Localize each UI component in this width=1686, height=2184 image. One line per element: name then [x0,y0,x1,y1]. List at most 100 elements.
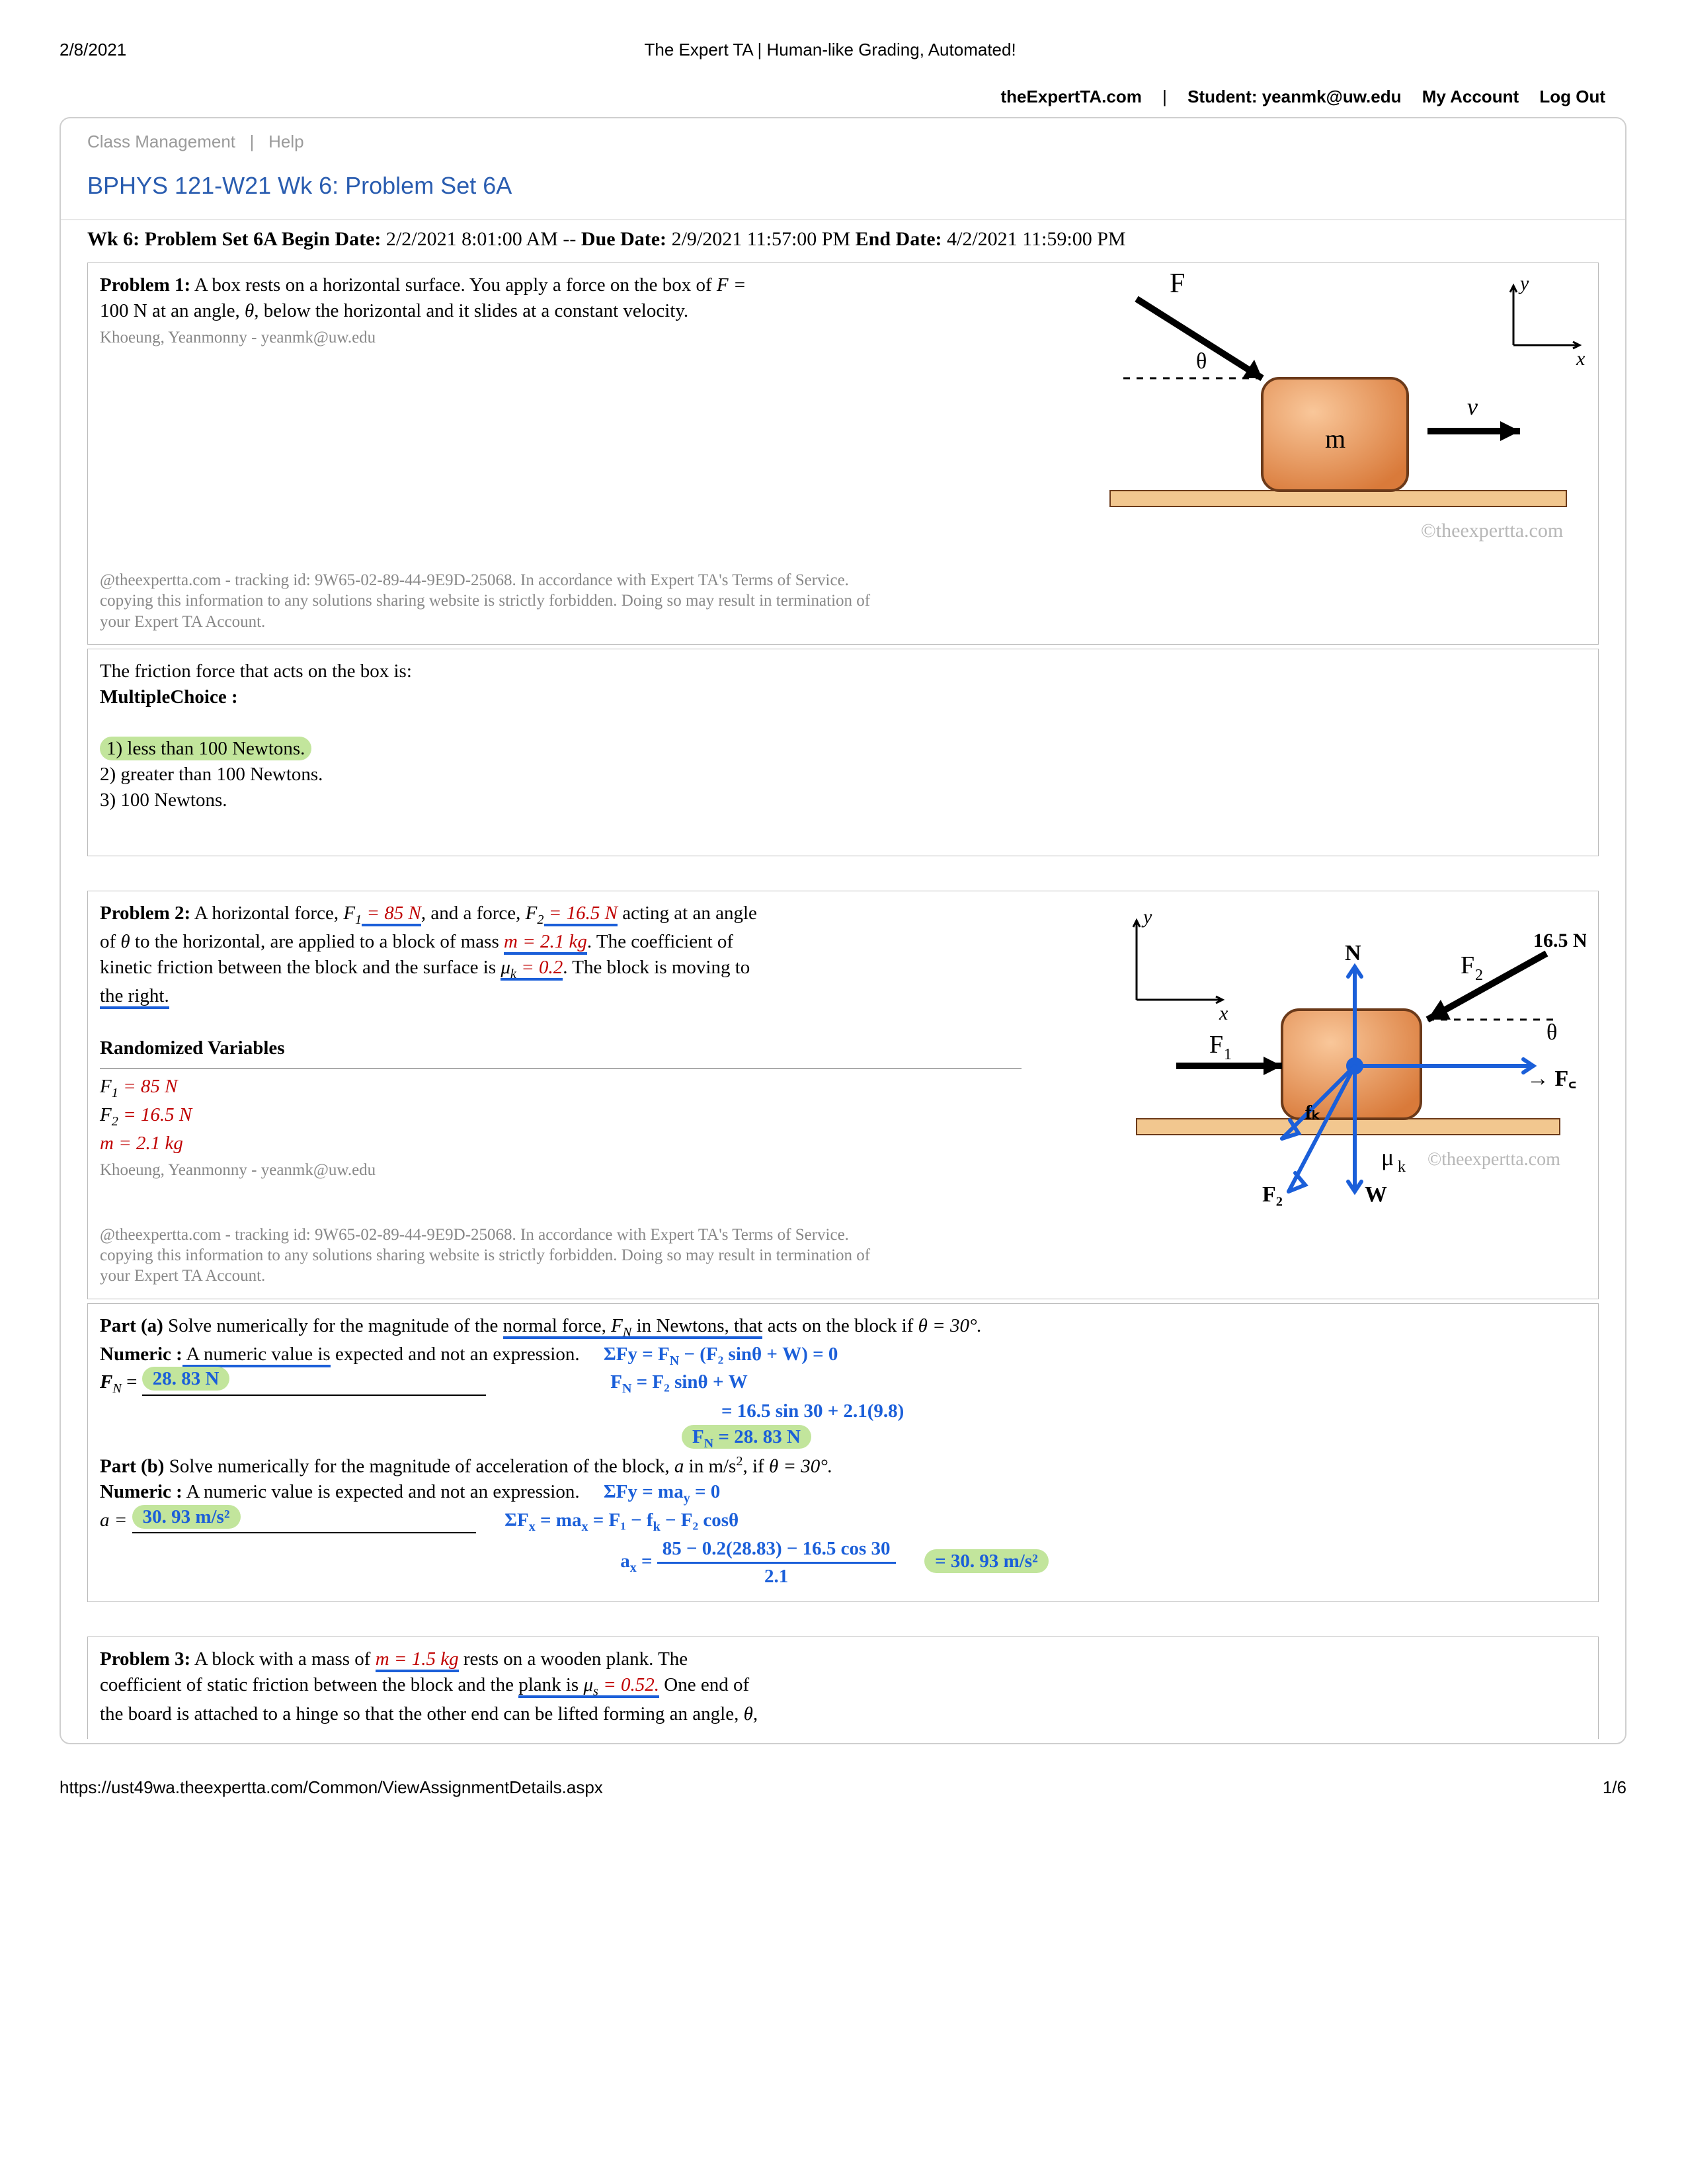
p2-v3: m = 2.1 kg [100,1133,183,1154]
p2-rv: Randomized Variables [100,1037,285,1059]
p2-v1b: = 85 N [118,1076,178,1097]
p2-meq: m = 2.1 kg [504,931,587,952]
p2-work-b1: ΣFy = may = 0 [604,1481,720,1502]
p3-mu: μ [583,1674,593,1695]
nav-logout[interactable]: Log Out [1539,87,1605,106]
p2-pbt3: , if [743,1455,769,1476]
svg-text:F: F [1209,1031,1223,1059]
p2-pbt2: in m/s [684,1455,736,1476]
p2-f1v: = 85 N [362,903,421,924]
svg-text:μ: μ [1381,1144,1394,1170]
p1-opt2[interactable]: 2) greater than 100 Newtons. [100,764,323,785]
print-date: 2/8/2021 [60,40,126,60]
p2-work-a1: ΣFy = FN − (F₂ sinθ + W) = 0 [604,1344,838,1365]
tab-class[interactable]: Class Management [87,132,235,151]
svg-text:F: F [1461,951,1474,979]
p2-f1l: F [343,903,355,924]
p3-t3b: plank is [518,1674,583,1695]
problem-2-lower: Part (a) Solve numerically for the magni… [87,1303,1599,1603]
p2-muv: = 0.2 [516,957,563,978]
p3-label: Problem 3: [100,1648,190,1670]
p2-pat: Solve numerically for the magnitude of t… [168,1315,503,1336]
tab-help[interactable]: Help [268,132,303,151]
p2-mu: μ [501,957,510,978]
p1-byline: Khoeung, Yeanmonny - yeanmk@uw.edu [100,329,376,346]
svg-text:W: W [1365,1182,1387,1207]
p2-pat2: acts on the block if [762,1315,918,1336]
p2-tracking: @theexpertta.com - tracking id: 9W65-02-… [100,1225,893,1287]
p2-byline: Khoeung, Yeanmonny - yeanmk@uw.edu [100,1161,376,1179]
p1-opt3[interactable]: 3) 100 Newtons. [100,789,227,811]
svg-text:F: F [1170,272,1185,299]
nav-pipe: | [1162,87,1167,106]
svg-text:16.5 N: 16.5 N [1533,930,1586,951]
print-title: The Expert TA | Human-like Grading, Auto… [645,40,1016,60]
svg-text:x: x [1219,1002,1228,1024]
p3-muv: = 0.52. [598,1674,659,1695]
p2-work-b2: ΣFx = max = F₁ − fk − F₂ cosθ [504,1510,739,1531]
p2-t9: the right. [100,985,169,1009]
svg-text:y: y [1518,272,1529,294]
p1-F: F = [717,274,746,296]
p1-opt1[interactable]: 1) less than 100 Newtons. [100,737,311,760]
end-val: 4/2/2021 11:59:00 PM [947,228,1126,250]
p2-pba: a [674,1455,684,1476]
p1-text-a: A box rests on a horizontal surface. You… [194,274,717,296]
p2-fneq: = [122,1371,142,1393]
problem-1-lower: The friction force that acts on the box … [87,649,1599,856]
p2-pau: normal force, [503,1315,611,1336]
nav-account[interactable]: My Account [1422,87,1519,106]
svg-text:→ F꜀: → F꜀ [1527,1067,1576,1091]
svg-text:k: k [1398,1158,1406,1176]
p3-t1: A block with a mass of [194,1648,376,1670]
p2-work-a2: FN = F₂ sinθ + W [610,1371,748,1393]
svg-text:F₂: F₂ [1262,1182,1283,1207]
footer-url: https://ust49wa.theexpertta.com/Common/V… [60,1777,603,1798]
hr [100,1068,1022,1069]
p2-pb: Part (b) [100,1455,164,1476]
p1-text-c: , below the horizontal and it slides at … [254,300,688,321]
p2-numlab: Numeric : [100,1344,182,1365]
svg-text:x: x [1576,348,1586,370]
end-label: End Date: [856,228,942,250]
p2-fnlab: F [100,1371,112,1393]
p2-t4: of [100,931,120,952]
main-card: Class Management | Help BPHYS 121-W21 Wk… [60,117,1626,1744]
print-footer: https://ust49wa.theexpertta.com/Common/V… [60,1744,1626,1798]
begin-val: 2/2/2021 8:01:00 AM -- [386,228,577,250]
p2-numlab2: Numeric : [100,1481,182,1502]
due-val: 2/9/2021 11:57:00 PM [672,228,851,250]
p2-work-a4: FN = 28. 83 N [682,1425,811,1449]
course-title: BPHYS 121-W21 Wk 6: Problem Set 6A [61,155,1625,220]
p2-pafn: F [611,1315,623,1336]
nav-student[interactable]: Student: yeanmk@uw.edu [1187,87,1401,106]
figure-1: y x m F [1084,272,1586,550]
p2-t8: . The block is moving to [563,957,750,978]
p3-meq: m = 1.5 kg [376,1648,459,1670]
svg-text:v: v [1467,393,1478,420]
problem-3: Problem 3: A block with a mass of m = 1.… [87,1637,1599,1738]
p3-t3: coefficient of static friction between t… [100,1674,518,1695]
p2-numt4: expected and not an expression. [331,1481,580,1502]
p2-t3: acting at an angle [618,903,757,924]
card-tabs: Class Management | Help [61,118,1625,155]
p2-theta: θ [120,931,130,952]
p2-pbt: Solve numerically for the magnitude of a… [169,1455,674,1476]
due-label: Due Date: [581,228,666,250]
p2-pbth: θ = 30°. [769,1455,832,1476]
nav-site[interactable]: theExpertTA.com [1000,87,1141,106]
p2-pau2: in Newtons, that [631,1315,762,1336]
p3-theta: θ, [744,1703,758,1724]
p2-t6: . The coefficient of [587,931,733,952]
p2-label: Problem 2: [100,903,190,924]
p1-mc: MultipleChoice : [100,686,238,708]
svg-text:©theexpertta.com: ©theexpertta.com [1427,1149,1560,1170]
footer-page: 1/6 [1603,1777,1626,1798]
p3-t2: rests on a wooden plank. The [459,1648,688,1670]
p2-numt2: expected and not an expression. [331,1344,580,1365]
p2-t1: A horizontal force, [194,903,343,924]
svg-text:fₖ: fₖ [1305,1102,1320,1123]
p2-v2b: = 16.5 N [118,1104,192,1125]
p2-t5: to the horizontal, are applied to a bloc… [130,931,504,952]
p3-t4: One end of [659,1674,749,1695]
